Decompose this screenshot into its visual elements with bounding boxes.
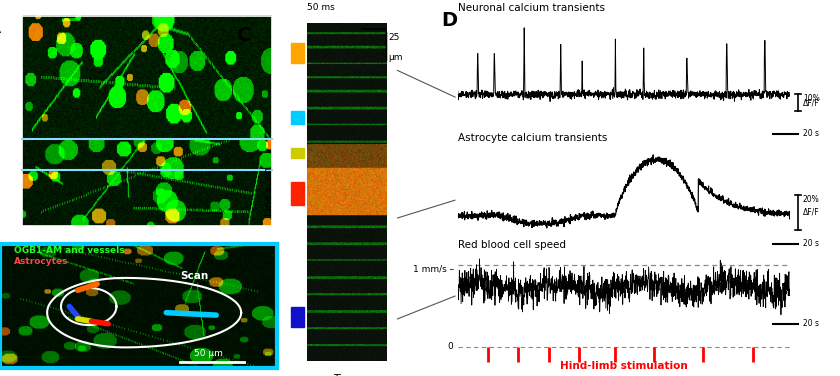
Bar: [291, 307, 304, 327]
Text: 20%: 20%: [803, 194, 820, 203]
Text: ΔF/F: ΔF/F: [803, 99, 820, 108]
Text: Line scan: Line scan: [264, 167, 274, 216]
Text: Hind-limb stimulation: Hind-limb stimulation: [559, 361, 688, 371]
Text: OGB1-AM and vessels: OGB1-AM and vessels: [13, 246, 124, 255]
Text: Neuronal calcium transients: Neuronal calcium transients: [458, 3, 605, 13]
Text: ΔF/F: ΔF/F: [803, 208, 820, 217]
Text: Scan: Scan: [181, 271, 208, 281]
Text: 20 s: 20 s: [803, 239, 819, 248]
Text: Time: Time: [333, 374, 359, 376]
Text: 10%: 10%: [803, 94, 820, 103]
Text: B: B: [0, 248, 1, 267]
Text: 0: 0: [447, 342, 453, 351]
Text: Astrocyte calcium transients: Astrocyte calcium transients: [458, 133, 607, 143]
Bar: [291, 148, 304, 158]
Text: 50 μm: 50 μm: [194, 349, 223, 358]
Text: 1 mm/s –: 1 mm/s –: [413, 264, 454, 273]
Bar: [291, 111, 304, 124]
Text: Astrocytes: Astrocytes: [13, 257, 68, 266]
Text: 20 s: 20 s: [803, 319, 819, 328]
Text: 25: 25: [388, 33, 400, 42]
Text: A: A: [0, 18, 2, 37]
Text: μm: μm: [388, 53, 403, 62]
Bar: [291, 182, 304, 205]
Text: Red blood cell speed: Red blood cell speed: [458, 240, 566, 250]
Text: C: C: [237, 26, 251, 45]
Text: 20 s: 20 s: [803, 129, 819, 138]
Bar: [291, 43, 304, 63]
Text: D: D: [441, 11, 457, 30]
Text: 50 ms: 50 ms: [307, 3, 335, 12]
